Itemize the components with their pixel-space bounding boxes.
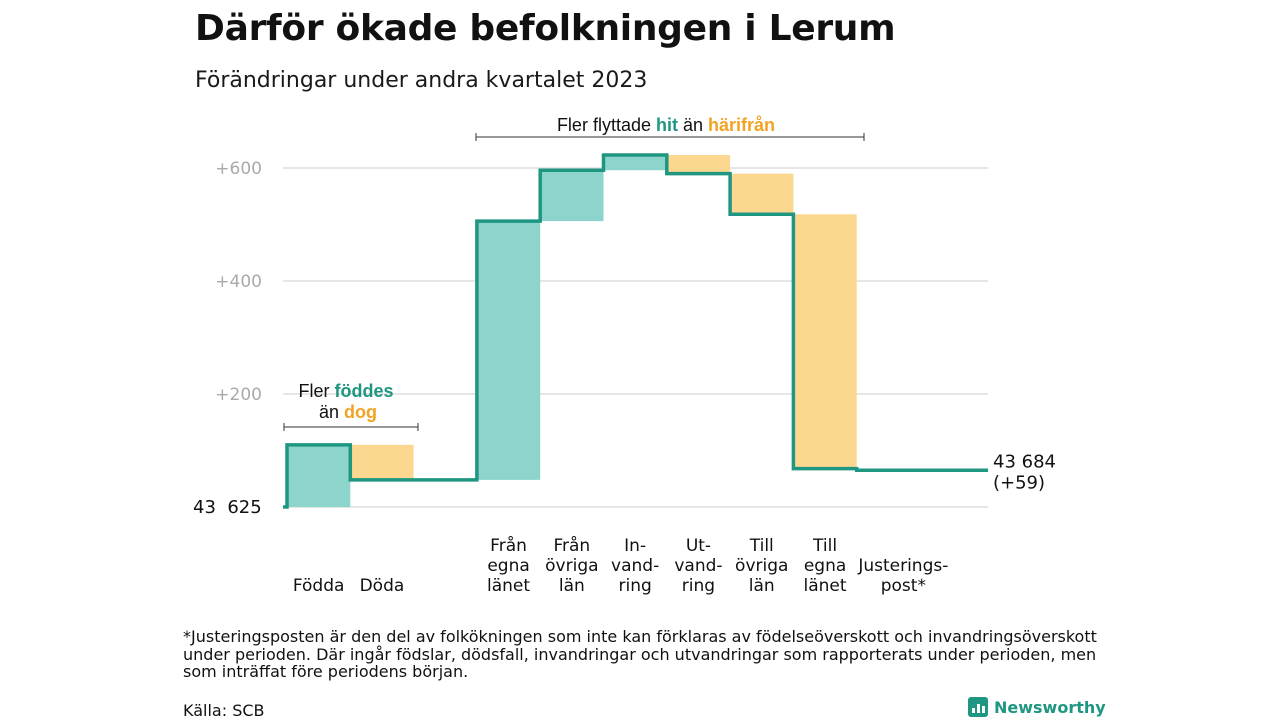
category-label: Födda bbox=[293, 576, 345, 596]
chart-subtitle: Förändringar under andra kvartalet 2023 bbox=[195, 68, 648, 93]
category-label: post* bbox=[881, 576, 926, 596]
level-line bbox=[283, 153, 988, 509]
births-annotation-line1: Fler föddes bbox=[298, 381, 393, 401]
births-annotation-line2: än dog bbox=[319, 402, 377, 422]
waterfall-bar bbox=[476, 221, 541, 480]
y-tick-label: +200 bbox=[215, 385, 262, 405]
waterfall-bar bbox=[287, 444, 351, 507]
category-label: Från bbox=[553, 535, 590, 556]
waterfall-bar bbox=[350, 444, 414, 480]
category-label: vand- bbox=[611, 556, 659, 576]
category-label: Ut- bbox=[686, 536, 711, 556]
births-annotation-line2-part: än bbox=[319, 402, 344, 422]
category-label: länet bbox=[487, 576, 530, 596]
category-label: In- bbox=[624, 536, 646, 556]
category-label: län bbox=[749, 576, 775, 596]
y-tick-label: +600 bbox=[215, 159, 262, 179]
y-tick-label: +400 bbox=[215, 272, 262, 292]
category-label: Justerings- bbox=[857, 556, 948, 576]
migration-annotation-part: än bbox=[683, 115, 708, 135]
category-label: Till bbox=[749, 536, 774, 556]
waterfall-bar bbox=[540, 170, 604, 222]
births-annotation-line1-part: föddes bbox=[334, 381, 393, 401]
births-annotation-line1-part: Fler bbox=[298, 381, 334, 401]
start-value-label: 43 625 bbox=[193, 497, 262, 518]
brand-name: Newsworthy bbox=[994, 697, 1106, 717]
category-label: vand- bbox=[674, 556, 722, 576]
footnote: *Justeringsposten är den del av folkökni… bbox=[183, 627, 1097, 681]
category-label: egna bbox=[487, 556, 529, 576]
end-value-label: 43 684 bbox=[993, 451, 1056, 472]
category-label: egna bbox=[804, 556, 846, 576]
waterfall-bar bbox=[666, 155, 731, 174]
source-label: Källa: SCB bbox=[183, 701, 265, 720]
end-change-label: (+59) bbox=[993, 472, 1045, 493]
category-label: övriga bbox=[545, 556, 598, 576]
migration-annotation: Fler flyttade hit än härifrån bbox=[557, 115, 775, 135]
brand: Newsworthy bbox=[968, 697, 1106, 717]
category-label: övriga bbox=[735, 556, 788, 576]
category-label: länet bbox=[804, 576, 847, 596]
category-label: ring bbox=[619, 576, 652, 596]
migration-annotation-part: härifrån bbox=[708, 115, 775, 135]
waterfall-bar bbox=[793, 214, 857, 469]
category-label: län bbox=[559, 576, 585, 596]
waterfall-bar bbox=[730, 173, 794, 215]
category-label: Döda bbox=[360, 576, 405, 596]
category-label: ring bbox=[682, 576, 715, 596]
migration-annotation-part: hit bbox=[656, 115, 678, 135]
category-label: Från bbox=[490, 535, 527, 556]
chart-title: Därför ökade befolkningen i Lerum bbox=[195, 8, 896, 49]
births-annotation-line2-part: dog bbox=[344, 402, 377, 422]
waterfall-bar bbox=[603, 155, 667, 171]
category-label: Till bbox=[812, 536, 837, 556]
migration-annotation-part: Fler flyttade bbox=[557, 115, 656, 135]
newsworthy-logo-icon bbox=[968, 697, 988, 717]
